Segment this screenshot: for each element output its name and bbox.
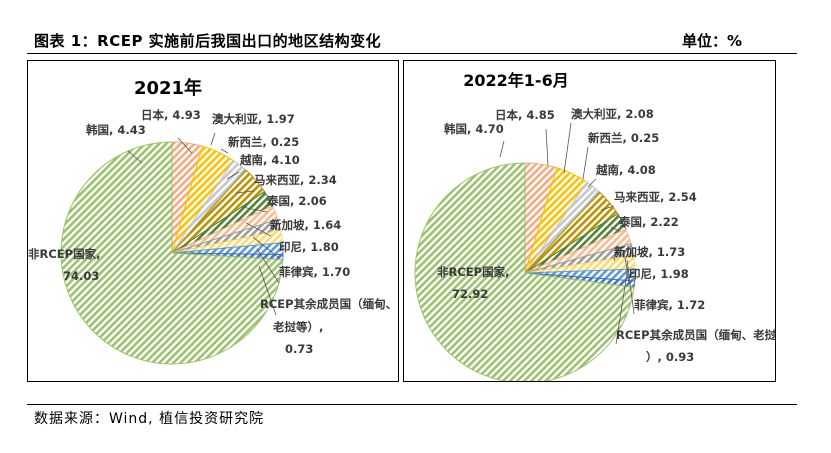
chart-title: 2021年 — [134, 77, 202, 99]
data-label: 新西兰, 0.25 — [228, 135, 299, 149]
leader-line — [226, 171, 240, 180]
bottom-rule — [27, 404, 797, 405]
data-label: 新西兰, 0.25 — [588, 131, 659, 145]
data-label: ）, 0.93 — [646, 350, 694, 364]
leader-line — [623, 250, 630, 284]
data-label: 日本, 4.93 — [141, 108, 201, 122]
leader-line — [587, 178, 597, 188]
data-label: 马来西亚, 2.34 — [254, 173, 337, 187]
leader-line — [545, 128, 549, 166]
data-label: 泰国, 2.06 — [266, 194, 327, 208]
leader-line — [210, 132, 216, 146]
data-label: 澳大利亚, 1.97 — [212, 112, 295, 126]
data-label: 韩国, 4.43 — [86, 123, 146, 137]
chart-title: 2022年1-6月 — [463, 71, 568, 90]
leader-line — [610, 226, 620, 232]
data-label: RCEP其余成员国（缅甸、 — [260, 297, 397, 311]
source-note: 数据来源：Wind, 植信投资研究院 — [34, 411, 265, 427]
data-label: 泰国, 2.22 — [618, 215, 679, 229]
data-label: 越南, 4.10 — [239, 153, 300, 167]
data-label: 菲律宾, 1.72 — [634, 298, 705, 312]
pie-slice-12 — [414, 162, 635, 381]
data-label: 新加坡, 1.73 — [614, 245, 685, 259]
leader-line — [235, 190, 255, 194]
leader-line — [582, 146, 589, 180]
data-label: 日本, 4.85 — [495, 108, 555, 122]
figure-title: 图表 1：RCEP 实施前后我国出口的地区结构变化 — [34, 32, 382, 50]
data-label: RCEP其余成员国（缅甸、老挝等 — [616, 328, 775, 342]
data-label: 菲律宾, 1.70 — [279, 265, 350, 279]
data-label: 非RCEP国家, — [28, 247, 100, 261]
leader-line — [177, 137, 193, 154]
leader-line — [252, 236, 280, 259]
data-label: 新加坡, 1.64 — [270, 218, 341, 232]
leader-line — [220, 148, 229, 154]
leader-line — [258, 265, 277, 316]
data-label: 印尼, 1.98 — [629, 267, 689, 281]
top-rule — [27, 53, 797, 54]
leader-line — [613, 245, 619, 262]
data-label: 0.73 — [285, 342, 313, 356]
chart-panel-2021: 2021年韩国, 4.43 日本, 4.93 澳大利亚, 1.97 新西兰, 0.25… — [27, 60, 399, 382]
leader-line — [241, 206, 268, 213]
data-label: 74.03 — [63, 269, 99, 283]
leader-line — [256, 248, 280, 284]
data-label: 澳大利亚, 2.08 — [571, 107, 654, 121]
leader-line — [245, 222, 272, 237]
leader-line — [499, 140, 505, 158]
leader-line — [626, 259, 635, 315]
data-label: 非RCEP国家, — [437, 265, 509, 279]
data-label: 越南, 4.08 — [595, 163, 656, 177]
pie-slice-12 — [60, 141, 284, 365]
data-label: 72.92 — [452, 287, 488, 301]
leader-line — [600, 205, 615, 211]
data-label: 印尼, 1.80 — [279, 240, 339, 254]
data-label: 老挝等）, — [272, 320, 323, 334]
unit-label: 单位：% — [682, 32, 743, 50]
data-label: 马来西亚, 2.54 — [614, 190, 697, 204]
leader-line — [127, 150, 143, 164]
data-label: 韩国, 4.70 — [444, 122, 504, 136]
leader-line — [615, 266, 629, 345]
chart-panel-2022h1: 2022年1-6月韩国, 4.70 日本, 4.85 澳大利亚, 2.08 新西兰, … — [403, 60, 776, 382]
leader-line — [563, 122, 572, 174]
